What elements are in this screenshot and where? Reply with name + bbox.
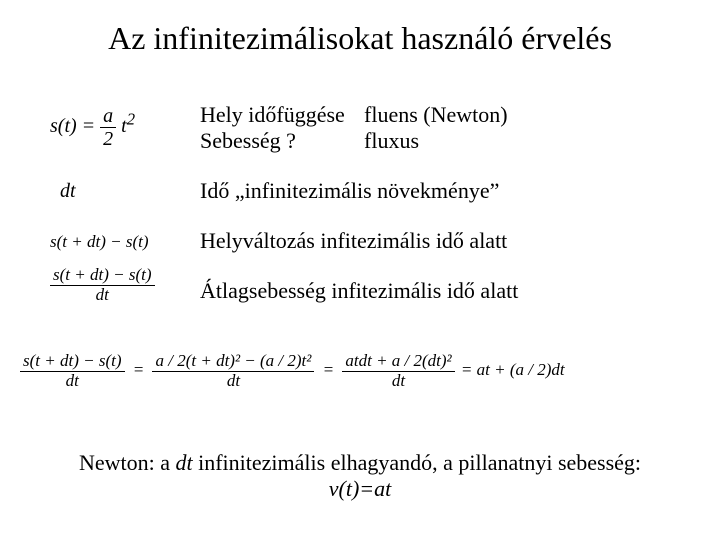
- conc-1b: dt: [175, 450, 192, 475]
- label-avg-speed: Átlagsebesség infitezimális idő alatt: [200, 278, 518, 304]
- label-col2-row1: fluens (Newton) fluxus: [364, 102, 508, 154]
- frac-mid2: atdt + a / 2(dt)² dt: [342, 352, 454, 390]
- label-fluens: fluens (Newton): [364, 102, 508, 128]
- frac-den: dt: [50, 286, 155, 305]
- frac-num: a: [100, 105, 116, 128]
- conclusion: Newton: a dt infinitezimális elhagyandó,…: [0, 450, 720, 502]
- label-delta-s: Helyváltozás infitezimális idő alatt: [200, 228, 507, 254]
- eq-text: s(t) =: [50, 115, 95, 137]
- frac-den: dt: [152, 372, 314, 391]
- eq-avg-speed: s(t + dt) − s(t) dt: [50, 266, 155, 304]
- conclusion-line1: Newton: a dt infinitezimális elhagyandó,…: [0, 450, 720, 476]
- slide: Az infinitezimálisokat használó érvelés …: [0, 0, 720, 540]
- conc-1a: Newton: a: [79, 450, 176, 475]
- eq-rhs: = at + (a / 2)dt: [459, 360, 565, 379]
- frac-num: atdt + a / 2(dt)²: [342, 352, 454, 372]
- eq-position: s(t) = a 2 t2: [50, 105, 135, 150]
- label-col1-row1: Hely időfüggése Sebesség ?: [200, 102, 345, 154]
- conc-1c: infinitezimális elhagyandó, a pillanatny…: [193, 450, 641, 475]
- frac-den: dt: [20, 372, 125, 391]
- slide-title: Az infinitezimálisokat használó érvelés: [0, 20, 720, 57]
- eq-dt: dt: [60, 180, 76, 203]
- eq-delta-s: s(t + dt) − s(t): [50, 232, 149, 252]
- label-dt: Idő „infinitezimális növekménye”: [200, 178, 499, 204]
- label-sebesseg: Sebesség ?: [200, 128, 345, 154]
- frac-mid1: a / 2(t + dt)² − (a / 2)t² dt: [152, 352, 314, 390]
- frac-avg-speed: s(t + dt) − s(t) dt: [50, 266, 155, 304]
- frac-a-over-2: a 2: [100, 105, 116, 150]
- label-fluxus: fluxus: [364, 128, 508, 154]
- label-hely: Hely időfüggése: [200, 102, 345, 128]
- frac-num: s(t + dt) − s(t): [20, 352, 125, 372]
- eq-sign-1: =: [129, 360, 148, 379]
- frac-den: dt: [342, 372, 454, 391]
- frac-lhs: s(t + dt) − s(t) dt: [20, 352, 125, 390]
- eq-sign-2: =: [319, 360, 338, 379]
- conclusion-line2: v(t)=at: [0, 476, 720, 502]
- eq-sup: 2: [127, 109, 135, 128]
- frac-den: 2: [100, 128, 116, 150]
- frac-num: s(t + dt) − s(t): [50, 266, 155, 286]
- frac-num: a / 2(t + dt)² − (a / 2)t²: [152, 352, 314, 372]
- eq-expansion: s(t + dt) − s(t) dt = a / 2(t + dt)² − (…: [20, 352, 565, 390]
